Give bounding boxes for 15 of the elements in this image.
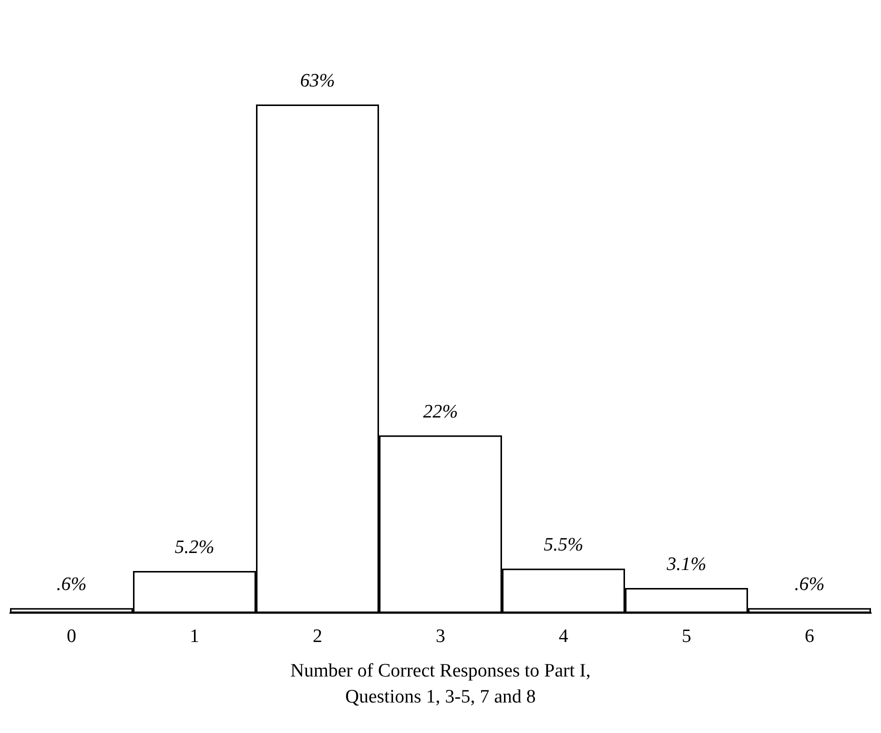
x-tick-label: 4 xyxy=(558,626,569,647)
x-tick-label: 0 xyxy=(66,626,76,647)
data-label: 63% xyxy=(300,70,335,92)
x-tick-label: 1 xyxy=(190,626,200,647)
x-tick-label: 3 xyxy=(436,626,446,647)
x-tick-label: 5 xyxy=(682,626,692,647)
x-tick-label: 6 xyxy=(804,626,814,647)
data-label: .6% xyxy=(56,574,87,596)
data-label: 3.1% xyxy=(666,554,706,575)
data-label: 5.2% xyxy=(174,537,214,558)
data-label: 5.5% xyxy=(544,534,584,556)
x-tick-label: 2 xyxy=(312,626,322,647)
data-label: .6% xyxy=(794,574,825,596)
data-label: 22% xyxy=(423,401,458,422)
x-axis-title: Number of Correct Responses to Part I, Questions 1, 3-5, 7 and 8 xyxy=(290,660,591,708)
